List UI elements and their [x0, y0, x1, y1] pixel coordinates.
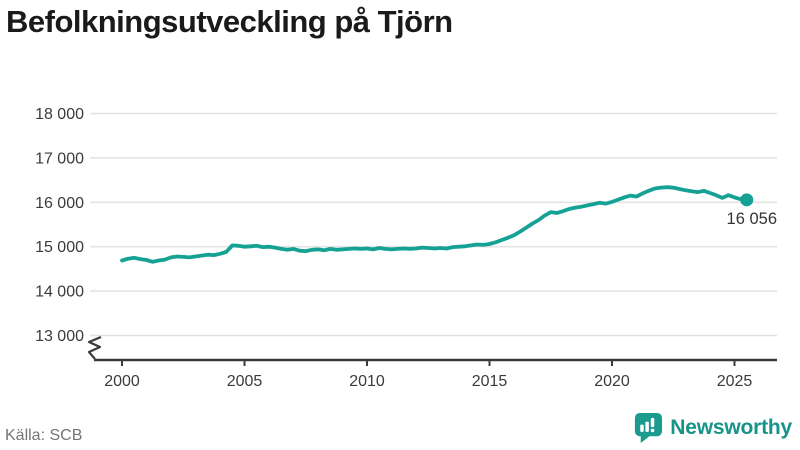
x-axis-label: 2010 [349, 373, 385, 390]
newsworthy-bubble-chart-icon [635, 412, 663, 443]
x-axis-label: 2020 [594, 373, 630, 390]
y-axis-label: 14 000 [35, 284, 84, 301]
end-point-dot [740, 193, 754, 207]
end-value-label: 16 056 [727, 210, 777, 228]
y-axis-label: 18 000 [35, 106, 84, 123]
axis-break-zigzag [87, 335, 102, 360]
x-axis-label: 2000 [104, 373, 140, 390]
y-axis-label: 13 000 [35, 328, 84, 345]
population-line [120, 185, 749, 264]
newsworthy-logo: Newsworthy [632, 411, 792, 444]
source-note: Källa: SCB [5, 427, 83, 444]
x-axis-label: 2015 [472, 373, 508, 390]
y-axis-label: 15 000 [35, 239, 84, 256]
y-axis-label: 16 000 [35, 195, 84, 212]
x-axis-label: 2025 [717, 373, 753, 390]
newsworthy-wordmark: Newsworthy [670, 415, 792, 439]
x-axis-label: 2005 [227, 373, 263, 390]
chart-title: Befolkningsutveckling på Tjörn [6, 4, 453, 39]
population-line-chart: 13 000 14 000 15 000 16 000 17 000 18 000 2000… [35, 106, 777, 390]
y-axis-label: 17 000 [35, 150, 84, 167]
